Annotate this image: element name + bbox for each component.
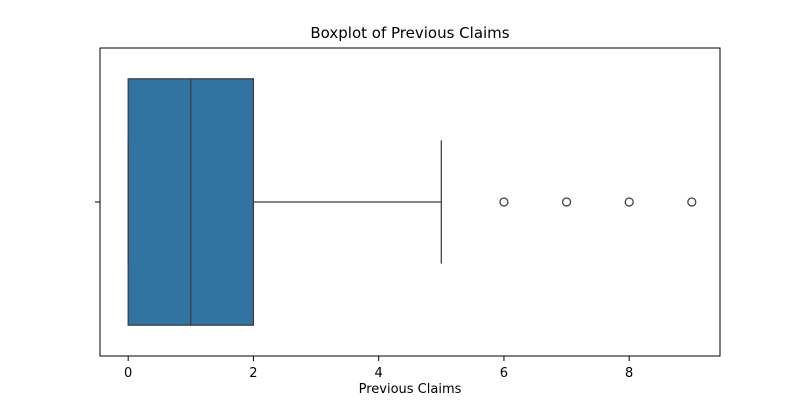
x-tick-label: 8 <box>625 366 633 381</box>
x-tick-label: 6 <box>500 366 508 381</box>
x-tick-label: 2 <box>249 366 257 381</box>
x-tick-label: 0 <box>124 366 132 381</box>
boxplot-marks <box>127 78 697 326</box>
outlier-point <box>624 197 634 207</box>
outlier-point <box>561 197 572 207</box>
x-axis-label: Previous Claims <box>358 382 462 397</box>
x-tick-label: 4 <box>375 366 383 381</box>
outlier-point <box>687 197 697 207</box>
outlier-point <box>499 197 509 207</box>
axes: 0 2 4 6 8 <box>95 201 633 381</box>
chart-title: Boxplot of Previous Claims <box>310 24 510 42</box>
